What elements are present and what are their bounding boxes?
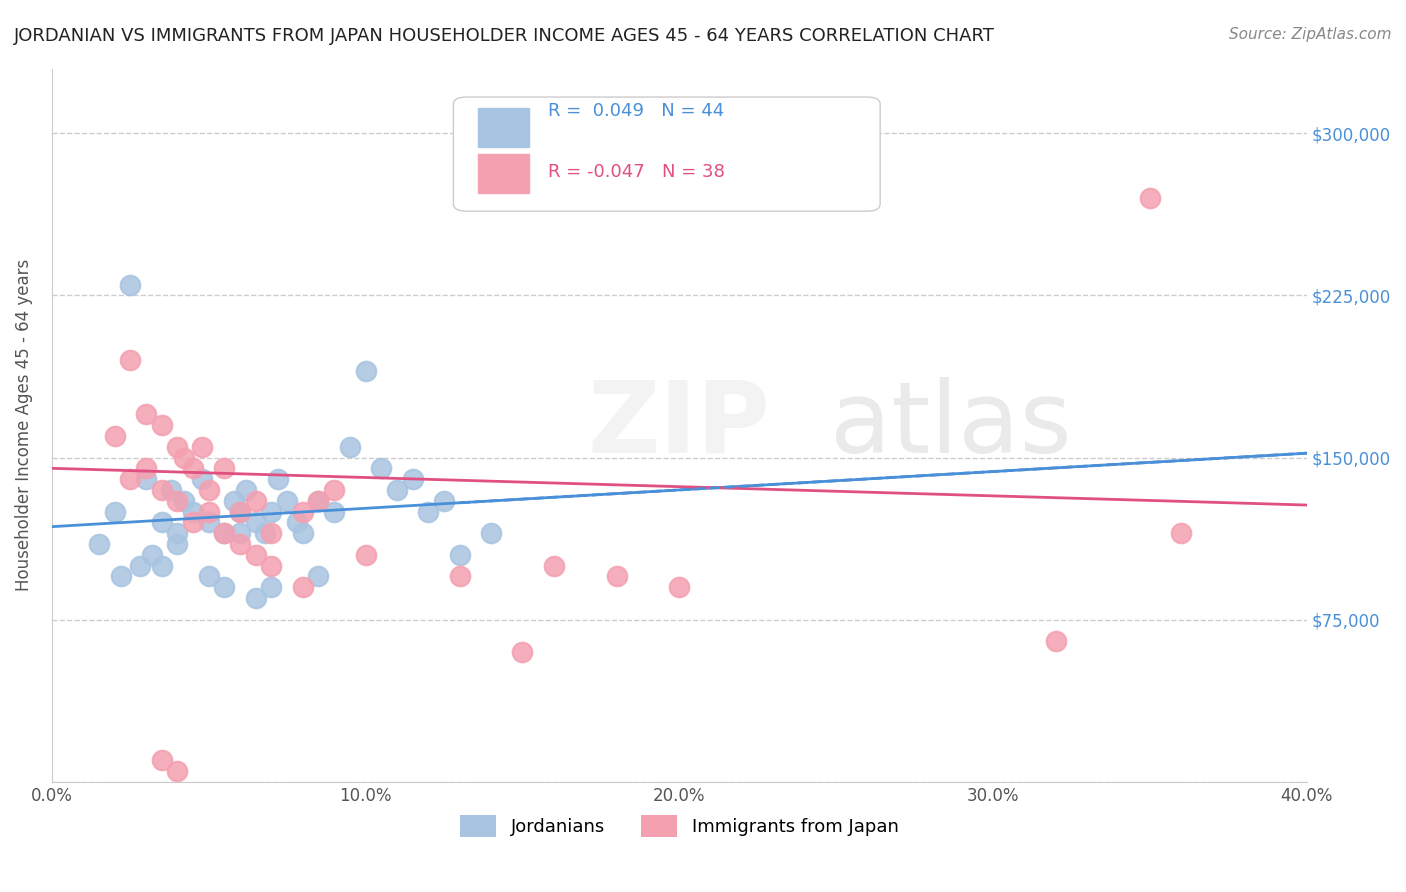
Point (260, 580, 283, 594)
Point (449, 569, 471, 583)
Point (245, 548, 267, 562)
Point (166, 537, 188, 551)
Point (110, 569, 132, 583)
Point (245, 591, 267, 605)
Point (103, 504, 125, 518)
Point (291, 504, 314, 518)
Point (385, 483, 408, 497)
Point (229, 504, 252, 518)
Text: Source: ZipAtlas.com: Source: ZipAtlas.com (1229, 27, 1392, 42)
Point (160, 483, 183, 497)
Point (197, 569, 219, 583)
Point (291, 580, 314, 594)
Point (254, 526, 277, 541)
Text: R =  0.049   N = 44: R = 0.049 N = 44 (547, 103, 724, 120)
Point (173, 493, 195, 508)
Text: JORDANIAN VS IMMIGRANTS FROM JAPAN HOUSEHOLDER INCOME AGES 45 - 64 YEARS CORRELA: JORDANIAN VS IMMIGRANTS FROM JAPAN HOUSE… (14, 27, 995, 45)
Point (1045, 634, 1067, 648)
Point (214, 580, 236, 594)
Point (214, 461, 236, 475)
FancyBboxPatch shape (478, 108, 529, 147)
Legend: Jordanians, Immigrants from Japan: Jordanians, Immigrants from Japan (453, 807, 905, 844)
Point (181, 461, 204, 475)
Y-axis label: Householder Income Ages 45 - 64 years: Householder Income Ages 45 - 64 years (15, 259, 32, 591)
Point (197, 516, 219, 530)
Point (128, 558, 150, 573)
Point (141, 548, 163, 562)
Point (543, 558, 565, 573)
Point (433, 493, 456, 508)
Point (120, 472, 142, 486)
Point (235, 483, 257, 497)
Point (323, 483, 346, 497)
Point (229, 537, 252, 551)
Point (166, 493, 188, 508)
Point (197, 504, 219, 518)
Point (260, 526, 283, 541)
Point (266, 472, 288, 486)
Point (354, 548, 377, 562)
Point (166, 764, 188, 778)
Text: ZIP: ZIP (588, 376, 770, 474)
Text: R = -0.047   N = 38: R = -0.047 N = 38 (547, 163, 724, 181)
Point (214, 526, 236, 541)
Point (418, 504, 440, 518)
Point (245, 493, 267, 508)
Point (1139, 191, 1161, 205)
Point (1170, 526, 1192, 541)
Point (354, 364, 377, 378)
Text: atlas: atlas (830, 376, 1071, 474)
Point (449, 548, 471, 562)
FancyBboxPatch shape (478, 154, 529, 194)
Point (150, 483, 173, 497)
Point (150, 418, 173, 433)
Point (401, 472, 423, 486)
Point (512, 645, 534, 659)
Point (181, 516, 204, 530)
Point (150, 753, 173, 767)
Point (370, 461, 392, 475)
Point (173, 450, 195, 465)
Point (323, 504, 346, 518)
Point (150, 516, 173, 530)
Point (120, 277, 142, 292)
Point (166, 526, 188, 541)
Point (291, 526, 314, 541)
Point (181, 504, 204, 518)
Point (260, 558, 283, 573)
Point (245, 516, 267, 530)
Point (135, 472, 157, 486)
Point (120, 353, 142, 368)
Point (285, 516, 308, 530)
Point (197, 483, 219, 497)
Point (87, 537, 110, 551)
Point (668, 580, 690, 594)
Point (135, 461, 157, 475)
Point (150, 558, 173, 573)
Point (166, 440, 188, 454)
Point (308, 569, 330, 583)
FancyBboxPatch shape (453, 97, 880, 211)
Point (229, 504, 252, 518)
Point (479, 526, 502, 541)
Point (103, 429, 125, 443)
Point (308, 493, 330, 508)
Point (606, 569, 628, 583)
Point (276, 493, 298, 508)
Point (260, 504, 283, 518)
Point (214, 526, 236, 541)
Point (135, 407, 157, 421)
Point (191, 440, 214, 454)
Point (229, 526, 252, 541)
Point (222, 493, 245, 508)
Point (308, 493, 330, 508)
Point (339, 440, 361, 454)
Point (191, 472, 214, 486)
